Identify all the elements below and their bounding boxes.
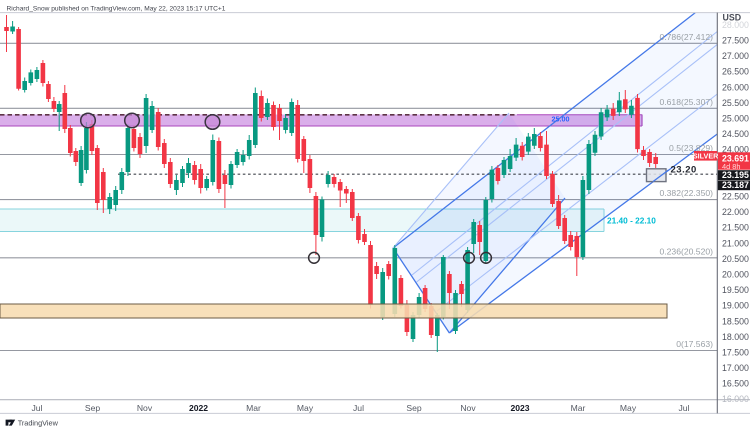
svg-text:18.000: 18.000 bbox=[722, 332, 749, 342]
svg-text:24.500: 24.500 bbox=[722, 129, 749, 139]
svg-text:19.000: 19.000 bbox=[722, 301, 749, 311]
svg-text:23.691: 23.691 bbox=[722, 153, 749, 163]
svg-text:24.000: 24.000 bbox=[722, 145, 749, 155]
svg-text:2022: 2022 bbox=[189, 403, 208, 413]
svg-text:Nov: Nov bbox=[460, 403, 476, 413]
svg-text:SILVER: SILVER bbox=[693, 152, 719, 161]
svg-text:0.5(23.829): 0.5(23.829) bbox=[669, 143, 713, 153]
svg-text:25.500: 25.500 bbox=[722, 98, 749, 108]
svg-text:Nov: Nov bbox=[137, 403, 153, 413]
svg-text:Jul: Jul bbox=[679, 403, 690, 413]
svg-text:26.000: 26.000 bbox=[722, 82, 749, 92]
svg-text:21.500: 21.500 bbox=[722, 223, 749, 233]
svg-text:27.000: 27.000 bbox=[722, 51, 749, 61]
svg-text:TradingView: TradingView bbox=[18, 418, 59, 427]
svg-text:25.000: 25.000 bbox=[722, 114, 749, 124]
svg-text:23.20: 23.20 bbox=[671, 165, 697, 176]
svg-text:21.000: 21.000 bbox=[722, 238, 749, 248]
svg-text:0.786(27.412): 0.786(27.412) bbox=[659, 32, 713, 42]
svg-text:27.500: 27.500 bbox=[722, 36, 749, 46]
svg-text:Jul: Jul bbox=[353, 403, 364, 413]
svg-text:22.000: 22.000 bbox=[722, 207, 749, 217]
svg-text:4d 8h: 4d 8h bbox=[722, 162, 741, 171]
svg-text:16.500: 16.500 bbox=[722, 379, 749, 389]
svg-text:16.000: 16.000 bbox=[722, 394, 749, 404]
svg-text:0(17.563): 0(17.563) bbox=[676, 339, 713, 349]
svg-text:22.500: 22.500 bbox=[722, 192, 749, 202]
svg-text:Sep: Sep bbox=[406, 403, 422, 413]
svg-text:May: May bbox=[620, 403, 637, 413]
svg-text:18.500: 18.500 bbox=[722, 316, 749, 326]
svg-text:USD: USD bbox=[723, 13, 742, 23]
svg-text:23.187: 23.187 bbox=[722, 180, 749, 190]
svg-text:0.236(20.520): 0.236(20.520) bbox=[659, 246, 713, 256]
svg-text:Sep: Sep bbox=[85, 403, 101, 413]
svg-text:28.000: 28.000 bbox=[722, 20, 749, 30]
svg-text:19.500: 19.500 bbox=[722, 285, 749, 295]
svg-text:Richard_Snow published on Trad: Richard_Snow published on TradingView.co… bbox=[7, 6, 226, 13]
svg-text:17.500: 17.500 bbox=[722, 347, 749, 357]
svg-text:2023: 2023 bbox=[510, 403, 529, 413]
svg-text:20.500: 20.500 bbox=[722, 254, 749, 264]
svg-text:Jul: Jul bbox=[32, 403, 43, 413]
svg-text:Mar: Mar bbox=[571, 403, 586, 413]
svg-text:Mar: Mar bbox=[246, 403, 261, 413]
svg-text:May: May bbox=[297, 403, 314, 413]
svg-text:20.000: 20.000 bbox=[722, 269, 749, 279]
svg-text:17.000: 17.000 bbox=[722, 363, 749, 373]
svg-text:26.500: 26.500 bbox=[722, 67, 749, 77]
svg-text:25.00: 25.00 bbox=[552, 115, 570, 124]
svg-text:0.618(25.307): 0.618(25.307) bbox=[659, 97, 713, 107]
svg-text:21.40 - 22.10: 21.40 - 22.10 bbox=[607, 216, 656, 226]
svg-text:0.382(22.350): 0.382(22.350) bbox=[659, 188, 713, 198]
svg-text:23.195: 23.195 bbox=[722, 170, 749, 180]
